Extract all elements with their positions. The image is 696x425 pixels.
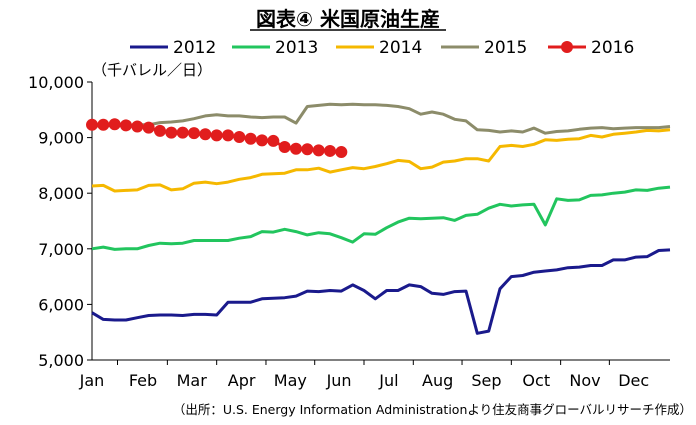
y-axis-unit-label: （千バレル／日） [92,61,212,79]
x-tick-label-jan: Jan [79,371,105,390]
legend-item-2015: 2015 [441,38,527,58]
legend-item-2013: 2013 [232,38,318,58]
legend-label: 2014 [379,38,422,58]
x-tick-label-dec: Dec [618,371,649,390]
series-2016 [86,118,348,159]
legend-label: 2016 [591,38,634,58]
series-2015 [91,102,671,135]
legend-label: 2015 [484,38,527,58]
x-tick-label-feb: Feb [129,371,157,390]
y-tick-labels: 5,000 6,000 7,000 8,000 9,000 10,000 [28,73,92,370]
data-point-2016 [312,144,325,157]
data-point-2016 [335,146,348,159]
x-tick-label-oct: Oct [522,371,550,390]
data-point-2016 [154,124,166,137]
data-point-2016 [97,118,110,131]
series-line-2015 [91,102,671,135]
data-point-2016 [244,132,257,145]
y-tick-label: 9,000 [38,129,84,148]
x-tick-label-aug: Aug [422,371,453,390]
x-tick-label-nov: Nov [569,371,600,390]
x-tick-label-mar: Mar [177,371,208,390]
y-tick-label: 5,000 [38,351,84,370]
x-tick-label-may: May [274,371,307,390]
data-point-2016 [233,131,246,144]
y-tick-label: 8,000 [38,184,84,203]
y-tick-label: 7,000 [38,240,84,259]
data-point-2016 [290,142,302,155]
x-tick-labels: Jan Feb Mar Apr May Jun Jul Aug Sep Oct Nov Dec [79,360,649,390]
data-point-2016 [324,144,336,157]
x-tick-label-sep: Sep [471,371,501,390]
series-line-2012 [91,248,671,335]
source-note: （出所：U.S. Energy Information Administrati… [173,402,692,417]
data-point-2016 [256,134,268,147]
data-point-2016 [188,127,200,140]
data-point-2016 [199,128,212,141]
series-2013 [91,185,671,251]
data-point-2016 [278,141,291,154]
series-line-2013 [91,185,671,251]
series-2014 [91,128,671,193]
data-point-2016 [165,126,178,139]
data-point-2016 [142,121,155,134]
series-line-2014 [91,128,671,193]
legend-marker [561,41,573,53]
data-point-2016 [131,120,144,133]
series-layer [86,102,671,335]
chart-title: 図表④ 米国原油生産 [256,7,440,31]
axes [91,82,670,361]
legend-item-2016: 2016 [548,38,634,58]
legend-item-2014: 2014 [336,38,422,58]
legend-label: 2012 [173,38,216,58]
legend-item-2012: 2012 [130,38,216,58]
legend-label: 2013 [275,38,318,58]
legend: 2012 2013 2014 2015 2016 [130,38,634,58]
data-point-2016 [267,134,280,147]
x-tick-label-jun: Jun [326,371,352,390]
y-tick-label: 6,000 [38,295,84,314]
data-point-2016 [222,129,234,142]
data-point-2016 [210,129,223,142]
x-tick-label-jul: Jul [378,371,398,390]
y-tick-label: 10,000 [28,73,84,92]
x-tick-label-apr: Apr [228,371,256,390]
data-point-2016 [301,143,314,156]
data-point-2016 [108,118,121,131]
data-point-2016 [176,126,189,139]
data-point-2016 [86,118,98,131]
series-2012 [91,248,671,335]
data-point-2016 [120,119,132,132]
